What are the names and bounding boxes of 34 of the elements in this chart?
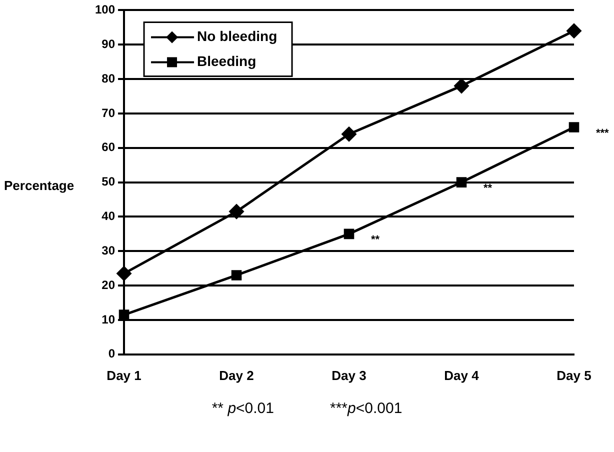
annotation: ** bbox=[484, 182, 493, 194]
legend-label: Bleeding bbox=[197, 53, 256, 70]
y-tick-label: 30 bbox=[102, 243, 116, 258]
y-axis-title: Percentage bbox=[4, 178, 74, 193]
x-tick-label: Day 5 bbox=[556, 368, 592, 383]
point bbox=[344, 228, 354, 240]
annotation: ** bbox=[371, 234, 380, 246]
text: ***p<0.001 bbox=[330, 400, 402, 417]
x-tick-label: Day 3 bbox=[332, 368, 366, 383]
point bbox=[568, 122, 580, 132]
text: ** p<0.01 bbox=[212, 400, 274, 417]
y-tick-label: 80 bbox=[102, 71, 116, 86]
point bbox=[454, 78, 469, 94]
y-tick-label: 10 bbox=[102, 312, 116, 326]
x-tick-label: Day 1 bbox=[106, 368, 142, 383]
point bbox=[342, 126, 356, 142]
point bbox=[229, 204, 244, 219]
y-tick-label: 20 bbox=[102, 278, 116, 292]
x-tick-label: Day 2 bbox=[219, 368, 254, 383]
y-tick-label: 60 bbox=[102, 140, 116, 154]
y-tick-label: 90 bbox=[102, 36, 116, 51]
y-tick-label: 40 bbox=[102, 209, 116, 224]
x-tick-label: Day 4 bbox=[444, 368, 480, 383]
point bbox=[118, 310, 130, 320]
annotation: *** bbox=[596, 127, 610, 140]
y-tick-label: 0 bbox=[108, 346, 116, 361]
point bbox=[566, 24, 582, 38]
point bbox=[231, 270, 242, 280]
y-tick-label: 100 bbox=[94, 2, 116, 17]
point bbox=[456, 177, 467, 188]
y-tick-label: 70 bbox=[102, 106, 116, 120]
legend-label: No bleeding bbox=[197, 28, 278, 44]
y-tick-label: 50 bbox=[102, 174, 116, 189]
point bbox=[116, 266, 132, 281]
